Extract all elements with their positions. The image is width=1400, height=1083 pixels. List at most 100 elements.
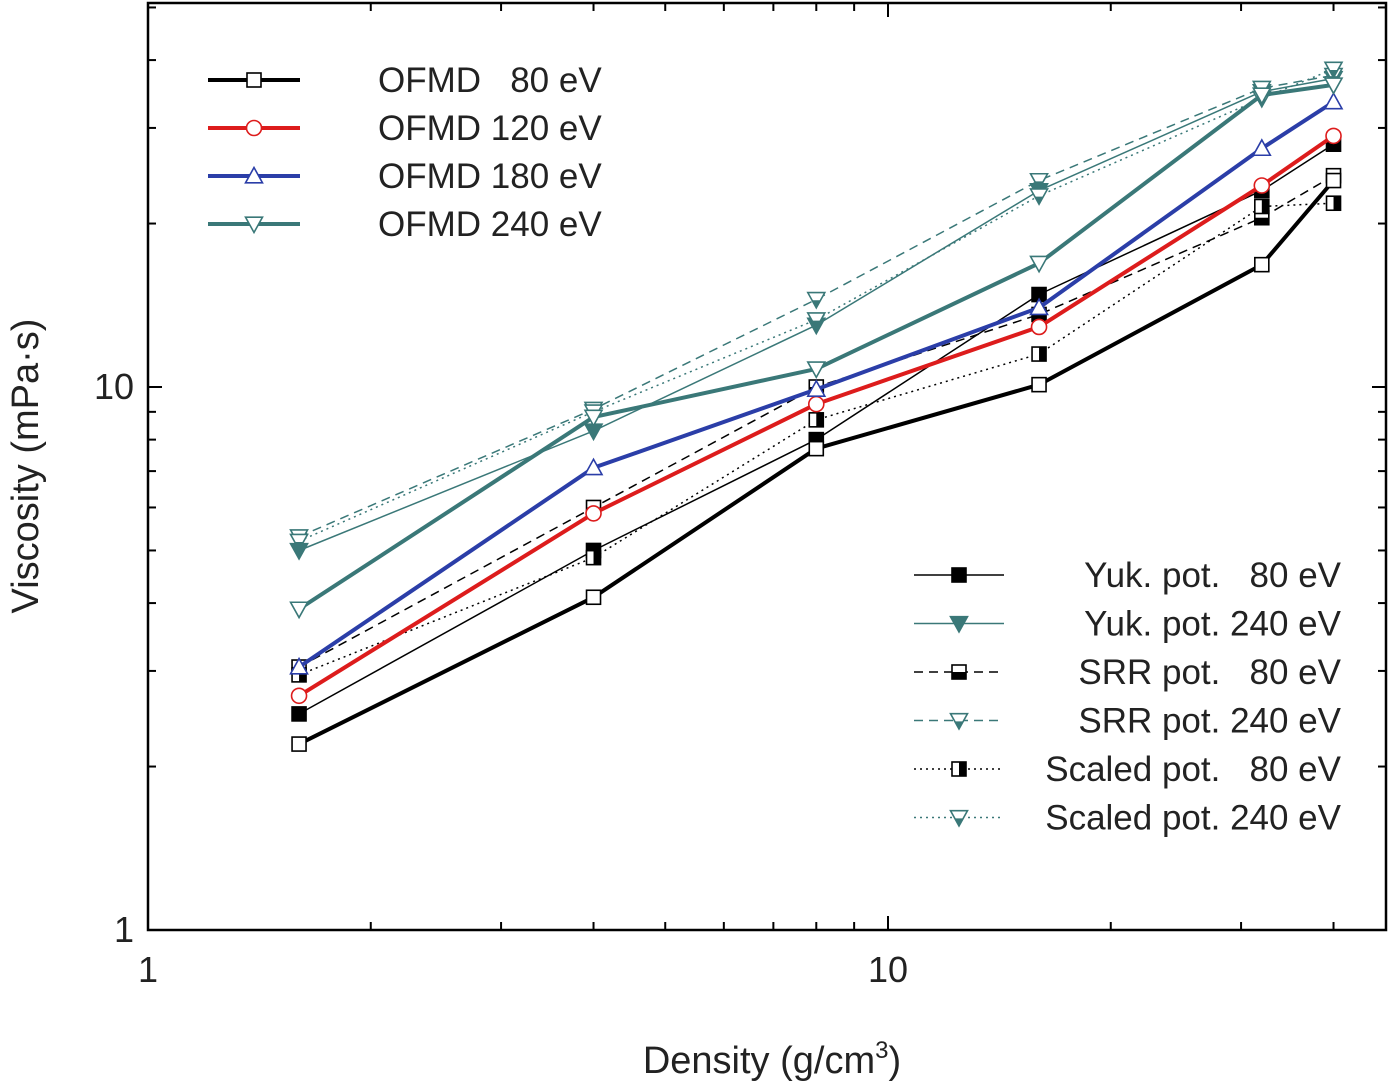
- x-axis-title-superscript: 3: [875, 1037, 888, 1064]
- legend-entry: Scaled pot. 80 eV: [914, 750, 1342, 789]
- series-0: [291, 172, 1342, 752]
- x-tick-label: 1: [138, 949, 158, 990]
- x-axis-title: Density (g/cm3): [643, 1037, 901, 1082]
- marker-square-half-v: [951, 761, 967, 777]
- marker-triangle-down-half-fill: [954, 721, 964, 729]
- legend-entry: OFMD 120 eV: [208, 109, 602, 148]
- legend-label: Scaled pot. 80 eV: [1045, 750, 1341, 789]
- marker-square-half-v-fill: [1261, 199, 1269, 214]
- series-line: [297, 100, 1335, 669]
- x-axis-title-end: ): [888, 1040, 901, 1082]
- marker-square-half-v-fill: [959, 762, 966, 776]
- marker-square-open: [585, 589, 602, 606]
- marker-triangle-down-half: [949, 712, 969, 731]
- marker-triangle-down-half-fill: [294, 542, 304, 550]
- marker-triangle-down-half-fill: [1034, 196, 1044, 205]
- marker-triangle-up-open: [583, 457, 604, 476]
- marker-triangle-down-half: [806, 291, 827, 310]
- marker-square-half-v: [1254, 198, 1270, 215]
- series-line: [297, 82, 1334, 611]
- marker-triangle-up-open: [1029, 297, 1049, 316]
- marker-triangle-down-half: [289, 533, 309, 552]
- marker-circle-open: [1325, 127, 1342, 145]
- legend-label: SRR pot. 240 eV: [1078, 702, 1341, 741]
- legend-label: Yuk. pot. 240 eV: [1084, 605, 1342, 644]
- marker-square-half-v-fill: [1039, 347, 1047, 362]
- marker-triangle-up-open: [1323, 91, 1344, 110]
- marker-square-half-v-fill: [593, 550, 601, 565]
- marker-triangle-up-open: [289, 656, 309, 675]
- series-line: [297, 134, 1335, 698]
- marker-triangle-down-open: [583, 409, 604, 428]
- marker-triangle-down-half-fill: [812, 320, 821, 329]
- marker-square-open: [246, 72, 262, 88]
- legend-entry: Yuk. pot. 80 eV: [914, 556, 1342, 595]
- marker-triangle-down-filled: [949, 615, 969, 634]
- plot-frame: [146, 1, 1388, 932]
- marker-square-filled: [951, 567, 967, 583]
- y-axis-title: Viscosity (mPa·s): [5, 319, 47, 614]
- legend-entry: SRR pot. 80 eV: [914, 653, 1342, 692]
- marker-square-half-v: [585, 549, 602, 566]
- series-layer: [289, 61, 1344, 752]
- marker-square-half-h-fill: [1254, 217, 1269, 225]
- marker-triangle-up-open: [244, 165, 264, 184]
- series-2: [289, 91, 1344, 675]
- legend-entry: Scaled pot. 240 eV: [914, 799, 1342, 838]
- marker-triangle-down-half: [806, 312, 827, 330]
- marker-square-open: [1254, 256, 1270, 273]
- marker-circle-open: [245, 119, 263, 137]
- legend-entry: SRR pot. 240 eV: [914, 702, 1342, 741]
- marker-triangle-down-open: [1323, 77, 1344, 96]
- x-axis-title-main: Density (g/cm: [643, 1040, 875, 1082]
- marker-square-open: [808, 440, 825, 457]
- marker-square-half-v: [1031, 346, 1047, 362]
- marker-triangle-up-open: [806, 379, 827, 397]
- marker-square-half-v: [1325, 195, 1342, 212]
- marker-square-half-v-fill: [816, 412, 824, 427]
- legend-label: Yuk. pot. 80 eV: [1084, 556, 1341, 595]
- series-8: [291, 195, 1342, 683]
- marker-triangle-down-open: [806, 361, 827, 379]
- legend-entry: OFMD 180 eV: [208, 157, 602, 196]
- legend-label: OFMD 180 eV: [378, 157, 602, 196]
- marker-square-half-h-fill: [1032, 314, 1047, 322]
- marker-circle-open: [1253, 177, 1271, 194]
- marker-square-open: [1031, 376, 1047, 393]
- legend-label: OFMD 120 eV: [378, 109, 602, 148]
- y-tick-label: 10: [94, 366, 134, 407]
- marker-triangle-down-half-fill: [1329, 69, 1338, 78]
- legend-label: OFMD 240 eV: [378, 205, 602, 244]
- series-line: [298, 179, 1336, 746]
- series-line: [298, 175, 1334, 668]
- legend-label: SRR pot. 80 eV: [1078, 653, 1341, 692]
- marker-triangle-down-half: [1323, 61, 1344, 80]
- series-3: [289, 77, 1344, 620]
- legend-label: Scaled pot. 240 eV: [1045, 799, 1341, 838]
- marker-triangle-down-half: [949, 809, 969, 828]
- marker-circle-open: [1030, 318, 1048, 336]
- marker-triangle-down-half: [1029, 172, 1049, 191]
- legend-label: OFMD 80 eV: [378, 61, 602, 100]
- marker-circle-open: [807, 395, 825, 413]
- marker-square-filled: [291, 706, 307, 722]
- axis-ticks: [147, 3, 1386, 931]
- legend-entry: OFMD 240 eV: [208, 205, 602, 244]
- marker-square-half-v: [808, 412, 825, 428]
- marker-triangle-down-open: [289, 601, 309, 620]
- marker-triangle-down-half-fill: [954, 818, 964, 826]
- legend-layer: OFMD 80 eV OFMD 120 eV OFMD 180 eV OFMD 240…: [208, 61, 1342, 838]
- marker-square-open: [1325, 172, 1342, 189]
- axis-tick-labels: 1 10 1 10: [94, 366, 908, 990]
- legend-entry: Yuk. pot. 240 eV: [914, 605, 1342, 644]
- legend-entry: OFMD 80 eV: [208, 61, 602, 100]
- marker-square-open: [291, 736, 307, 752]
- marker-triangle-down-half-fill: [1034, 181, 1044, 190]
- marker-triangle-down-half-fill: [812, 300, 821, 308]
- marker-triangle-down-open: [1029, 255, 1049, 274]
- marker-triangle-down-open: [1251, 87, 1272, 106]
- marker-square-half-h: [951, 664, 967, 680]
- y-tick-label: 1: [114, 909, 134, 950]
- marker-square-half-h-fill: [952, 672, 966, 679]
- marker-triangle-down-half: [1029, 188, 1049, 206]
